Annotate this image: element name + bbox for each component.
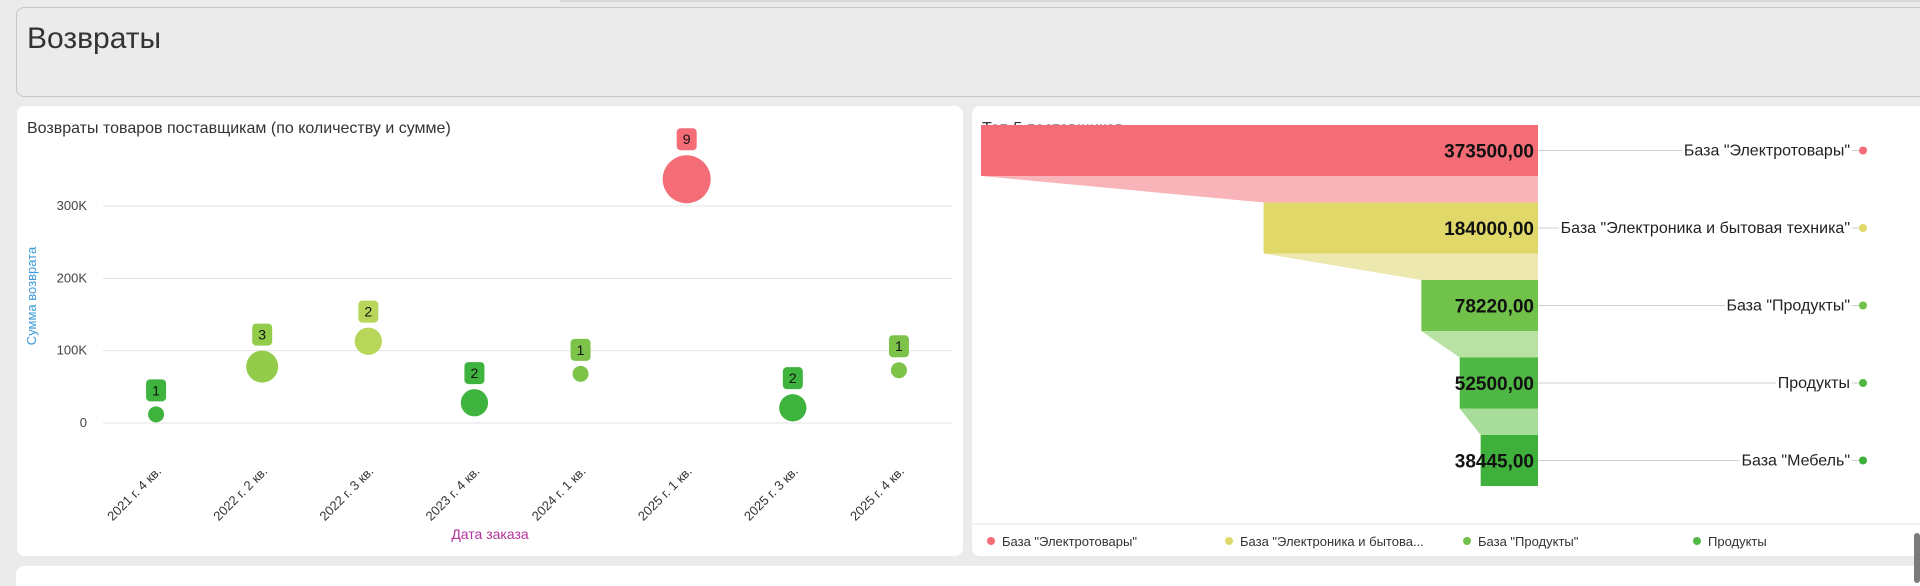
count-label: 2 [364, 304, 372, 320]
x-tick-label: 2022 г. 3 кв. [316, 464, 376, 524]
x-tick-label: 2022 г. 2 кв. [210, 464, 270, 524]
y-axis-label: Сумма возврата [24, 246, 39, 345]
data-point [354, 327, 382, 355]
segment-marker [1859, 379, 1867, 387]
count-label: 2 [789, 370, 797, 386]
x-tick-label: 2025 г. 4 кв. [847, 464, 907, 524]
funnel-segment [1421, 280, 1538, 331]
count-label: 9 [683, 131, 691, 147]
x-tick-label: 2024 г. 1 кв. [529, 464, 589, 524]
top-scrollbar[interactable] [560, 0, 1920, 2]
x-tick-label: 2021 г. 4 кв. [104, 464, 164, 524]
page-title: Возвраты [27, 22, 162, 55]
returns-scatter-panel: Возвраты товаров поставщикам (по количес… [17, 106, 963, 556]
count-label: 1 [577, 342, 585, 358]
y-tick-label: 300K [57, 198, 88, 213]
y-tick-label: 0 [80, 415, 87, 430]
dashboard-title-card: Возвраты [16, 7, 1920, 97]
count-badge [570, 338, 591, 361]
x-tick-label: 2025 г. 3 кв. [741, 464, 801, 524]
funnel-connector [1459, 408, 1538, 435]
page-scrollbar-thumb[interactable] [1914, 533, 1920, 583]
legend-item: База "Электроника и бытова... [1240, 534, 1424, 549]
count-badge [676, 128, 697, 151]
legend-marker [1693, 537, 1701, 545]
count-badge [888, 335, 909, 358]
segment-marker [1859, 224, 1867, 232]
segment-category-label: База "Продукты" [1726, 298, 1850, 315]
legend-item: База "Продукты" [1478, 534, 1579, 549]
data-point [460, 389, 489, 417]
funnel-segment [1459, 357, 1538, 409]
segment-value-label: 78220,00 [1455, 297, 1534, 318]
count-label: 2 [471, 365, 479, 381]
data-point [779, 394, 807, 422]
funnel-segment [1263, 202, 1538, 254]
data-point [246, 350, 279, 383]
segment-value-label: 38445,00 [1455, 452, 1534, 473]
count-badge [146, 379, 167, 402]
data-point [890, 362, 907, 379]
y-tick-label: 100K [57, 343, 88, 358]
segment-value-label: 52500,00 [1455, 374, 1534, 395]
data-point [572, 365, 589, 382]
segment-value-label: 184000,00 [1444, 219, 1534, 240]
segment-category-label: База "Электротовары" [1684, 143, 1850, 160]
count-badge [782, 367, 803, 390]
scatter-chart-title: Возвраты товаров поставщикам (по количес… [27, 120, 451, 137]
funnel-connector [1421, 331, 1538, 358]
next-section-panel [16, 566, 1920, 586]
funnel-connector [981, 176, 1538, 203]
count-badge [358, 300, 379, 323]
funnel-chart: 373500,00 База "Электротовары" 184000,00 Ба… [972, 125, 1920, 549]
segment-marker [1859, 301, 1867, 310]
x-axis-label: Дата заказа [451, 526, 529, 542]
legend-item: Продукты [1708, 534, 1767, 549]
funnel-connector [1263, 253, 1538, 280]
legend-marker [1463, 537, 1471, 545]
scatter-chart: 0 100K 200K 300K Сумма возврата Дата заказа 1 2… [24, 128, 952, 542]
count-badge [464, 362, 485, 385]
segment-marker [1859, 146, 1867, 155]
funnel-segment [981, 125, 1538, 176]
x-tick-label: 2025 г. 1 кв. [635, 464, 695, 524]
legend-item: База "Электротовары" [1002, 534, 1137, 549]
y-tick-label: 200K [57, 270, 88, 285]
segment-category-label: Продукты [1778, 375, 1850, 392]
data-point [148, 406, 165, 423]
funnel-segment [1480, 435, 1538, 486]
segment-marker [1859, 456, 1867, 465]
segment-category-label: База "Электроника и бытовая техника" [1561, 220, 1850, 237]
legend-marker [1225, 537, 1233, 545]
segment-category-label: База "Мебель" [1741, 453, 1850, 470]
count-badge [252, 323, 273, 346]
x-tick-label: 2023 г. 4 кв. [422, 464, 482, 524]
segment-value-label: 373500,00 [1444, 142, 1534, 163]
count-label: 3 [258, 327, 266, 343]
count-label: 1 [895, 338, 903, 354]
count-label: 1 [152, 382, 160, 398]
data-point [662, 155, 711, 204]
legend-marker [987, 537, 995, 545]
